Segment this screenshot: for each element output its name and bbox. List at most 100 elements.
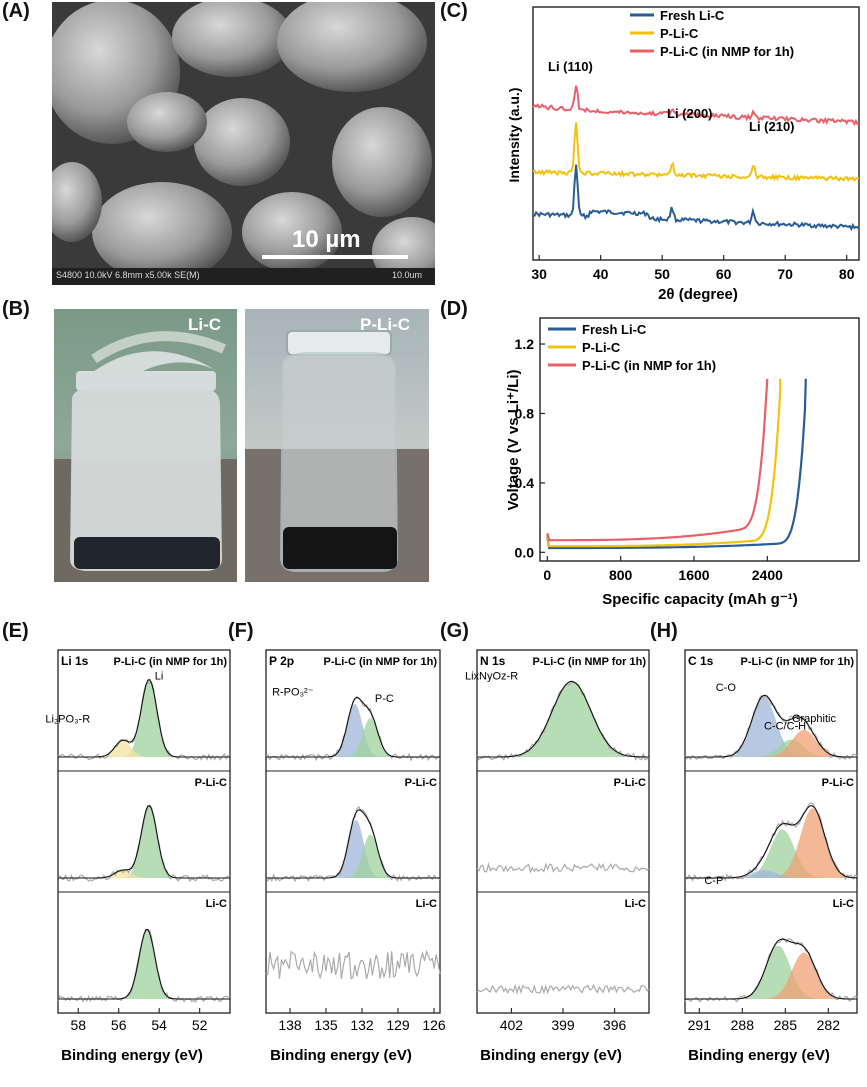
voltage-ytick-label: 1.2 [515,336,535,352]
xrd-series-line [532,164,860,232]
xps-peak-area [685,739,857,757]
xrd-frame [532,6,860,261]
panel-label-c: (C) [440,0,468,22]
panel-label-b: (B) [2,298,30,320]
xps-raw-line [265,949,441,980]
xps-panel-e: Li 1s P-Li-C (in NMP for 1h) Li Li₂PO₃-R P-L… [45,649,231,1064]
voltage-legend-label: Fresh Li-C [582,322,647,337]
voltage-series-line [546,378,807,550]
xps-row-label: P-Li-C [195,777,227,789]
xps-peak-area [685,870,857,878]
xps-row-label: P-Li-C [614,777,646,789]
xps-xtick-label: 396 [603,1017,627,1033]
xps-peak-area [58,929,230,999]
sem-scale-text: 10 µm [292,226,361,253]
xrd-chart: 30 40 50 60 70 80 Fresh Li-C P-Li-C P-Li-C (in … [506,6,860,303]
xps-xtick-label: 58 [70,1017,86,1033]
sem-image: 10 µm S4800 10.0kV 6.8mm x5.00k SE(M) 10… [52,2,435,285]
xrd-peak-label: Li (210) [749,119,795,134]
panel-label-h: (H) [650,620,678,642]
xps-fit-line [266,809,440,879]
xps-row-label: P-Li-C (in NMP for 1h) [741,656,855,668]
panel-label-d: (D) [440,298,468,320]
photo-label-li-c: Li-C [188,315,222,334]
panel-label-a: (A) [2,0,30,22]
xps-raw-line [476,861,650,874]
xps-row-label: P-Li-C (in NMP for 1h) [324,656,438,668]
xps-peak-area [58,679,230,757]
xps-peak-area [266,703,440,757]
xps-peak-area [685,808,857,878]
xps-fit-line [58,678,230,758]
xps-frame [684,649,858,1014]
xps-peak-area [685,829,857,878]
xps-peak-area [266,819,440,878]
xps-peak-label: C-P [704,875,723,887]
xps-frame [265,649,441,1014]
xps-panels: Li 1s P-Li-C (in NMP for 1h) Li Li₂PO₃-R P-L… [45,649,858,1064]
xps-row-label: P-Li-C (in NMP for 1h) [533,656,647,668]
xps-fit-line [58,928,230,1000]
xps-fit-line [58,804,230,879]
xps-xtick-label: 285 [774,1017,798,1033]
xps-xtick-label: 399 [551,1017,575,1033]
xrd-xtick-label: 30 [531,266,547,282]
xps-row-label: Li-C [833,898,854,910]
xps-peak-area [685,696,857,757]
xps-peak-label: R-PO₃²⁻ [272,687,314,699]
voltage-frame [539,317,860,562]
xps-panel-h: C 1s P-Li-C (in NMP for 1h) C-O C-C/C-HGrap… [684,649,858,1064]
xps-xtick-label: 132 [350,1017,374,1033]
xps-peak-area [685,952,857,999]
xps-peak-label: Li₂PO₃-R [45,714,90,726]
xps-peak-label: P-C [375,693,394,705]
xrd-series-line [532,122,860,183]
xps-peak-area [58,805,230,878]
xrd-xlabel: 2θ (degree) [658,286,738,303]
xrd-peak-label: Li (200) [667,106,713,121]
xps-peak-label: LixNyOz-R [465,670,518,682]
photo-label-p-li-c: P-Li-C [360,315,411,334]
xrd-xtick-label: 70 [777,266,793,282]
xps-raw-line [265,805,441,883]
xrd-legend-label: Fresh Li-C [660,8,725,23]
voltage-xtick-label: 2400 [752,567,783,583]
xps-row-label: Li-C [416,898,437,910]
xps-peak-label: C-C/C-H [764,721,806,733]
xps-xtick-label: 126 [422,1017,446,1033]
xps-peak-label: Graphitic [792,713,837,725]
xps-panel-g: N 1s P-Li-C (in NMP for 1h) LixNyOz-R P-Li-… [465,649,650,1064]
xps-xtick-label: 135 [314,1017,338,1033]
xps-fit-line [266,696,440,758]
xps-xtick-label: 129 [386,1017,410,1033]
xps-xtick-label: 52 [192,1017,208,1033]
voltage-series-line [546,378,769,542]
voltage-ytick-label: 0.8 [515,405,535,421]
xps-xtick-label: 282 [817,1017,841,1033]
xps-xtick-label: 56 [111,1017,127,1033]
xps-frame [57,649,231,1014]
xps-xtick-label: 291 [688,1017,712,1033]
xps-fit-line [685,805,858,879]
xrd-xtick-label: 50 [654,266,670,282]
xps-fit-line [685,694,857,758]
photo-p-li-c: P-Li-C [245,309,429,582]
xrd-series-line [532,85,860,127]
xrd-xtick-label: 60 [716,266,732,282]
xps-raw-line [476,681,650,761]
voltage-ytick-label: 0.0 [515,544,535,560]
voltage-ylabel: Voltage (V vs Li⁺/Li) [505,370,522,511]
xps-xtick-label: 138 [278,1017,302,1033]
xps-row-label: Li-C [625,898,646,910]
voltage-xtick-label: 800 [609,567,633,583]
voltage-xtick-label: 0 [543,567,551,583]
xps-row-label: P-Li-C (in NMP for 1h) [114,656,228,668]
xps-peak-area [685,729,857,757]
xps-title: N 1s [480,654,506,668]
panel-label-e: (E) [2,620,29,642]
xps-xlabel: Binding energy (eV) [688,1047,830,1064]
xps-xlabel: Binding energy (eV) [480,1047,622,1064]
voltage-xlabel: Specific capacity (mAh g⁻¹) [602,591,797,608]
sem-scale-bar [262,255,408,259]
xps-title: P 2p [269,654,294,668]
